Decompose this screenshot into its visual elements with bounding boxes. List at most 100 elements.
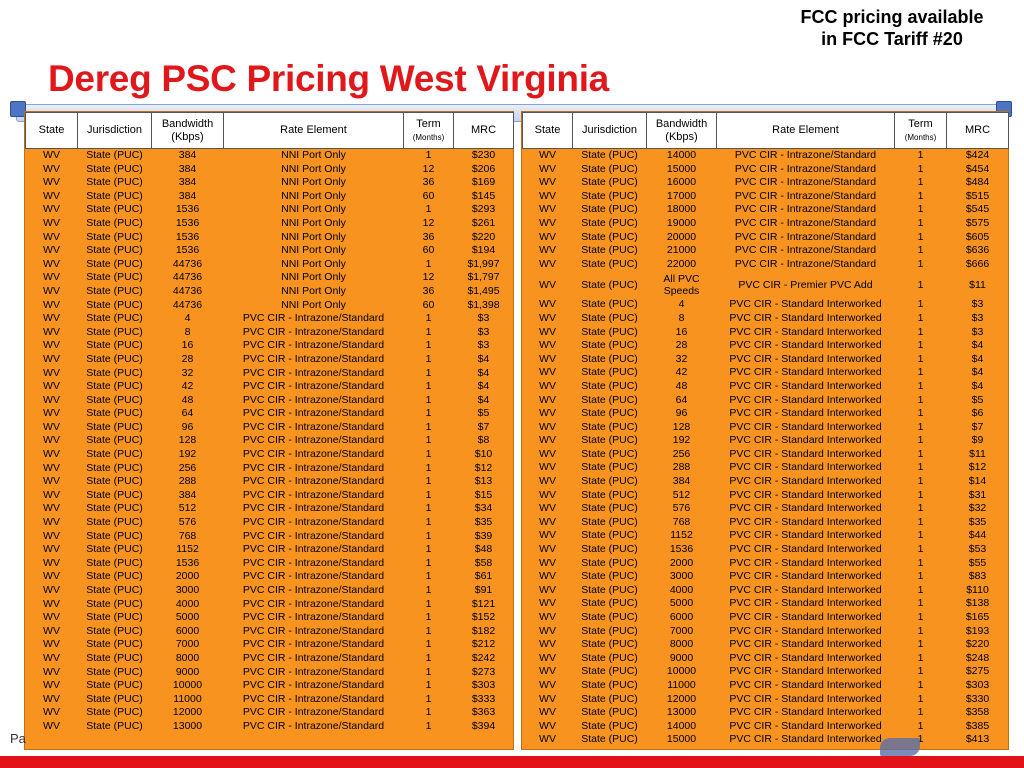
cell-mrc: $7	[477, 420, 490, 433]
table-row: WV State (PUC) 576 PVC CIR - Standard Inter…	[523, 502, 1009, 516]
cell-term: 1	[425, 448, 432, 461]
cell-mrc: $303	[965, 678, 990, 691]
cell-term: 1	[425, 312, 432, 325]
cell-term: 1	[917, 488, 924, 501]
cell-jurisdiction: State (PUC)	[581, 420, 638, 433]
cell-mrc: $4	[477, 366, 490, 379]
cell-term: 1	[425, 502, 432, 515]
cell-term: 1	[917, 529, 924, 542]
cell-rate-element: PVC CIR - Intrazone/Standard	[734, 216, 877, 229]
cell-jurisdiction: State (PUC)	[581, 502, 638, 515]
cell-rate-element: PVC CIR - Intrazone/Standard	[734, 230, 877, 243]
table-row: WV State (PUC) 9000 PVC CIR - Standard Inte…	[523, 652, 1009, 666]
table-row: WV State (PUC) 11000 PVC CIR - Standard Int…	[523, 679, 1009, 693]
fcc-tariff-note: FCC pricing available in FCC Tariff #20	[782, 6, 1002, 50]
table-row: WV State (PUC) 384 PVC CIR - Standard Inter…	[523, 475, 1009, 489]
cell-jurisdiction: State (PUC)	[86, 475, 143, 488]
cell-bandwidth: 768	[672, 515, 691, 528]
cell-mrc: $53	[968, 543, 987, 556]
cell-state: WV	[43, 719, 60, 732]
cell-mrc: $12	[474, 461, 493, 474]
page-title: Dereg PSC Pricing West Virginia	[48, 58, 609, 99]
cell-jurisdiction: State (PUC)	[86, 380, 143, 393]
table-row: WV State (PUC) 384 NNI Port Only 60 $145	[26, 190, 514, 204]
cell-rate-element: PVC CIR - Intrazone/Standard	[242, 339, 385, 352]
cell-term: 36	[422, 284, 435, 297]
cell-rate-element: PVC CIR - Standard Interworked	[729, 339, 882, 352]
cell-mrc: $32	[968, 502, 987, 515]
cell-mrc: $11	[969, 278, 986, 291]
cell-rate-element: PVC CIR - Intrazone/Standard	[734, 244, 877, 257]
cell-bandwidth: 42	[181, 380, 194, 393]
cell-bandwidth: 44736	[172, 284, 203, 297]
table-row: WV State (PUC) 1536 NNI Port Only 1 $293	[26, 203, 514, 217]
table-row: WV State (PUC) 6000 PVC CIR - Standard Inte…	[523, 611, 1009, 625]
cell-bandwidth: 19000	[666, 216, 697, 229]
cell-bandwidth: 128	[178, 434, 197, 447]
cell-term: 1	[425, 584, 432, 596]
col-term: Term (Months)	[403, 112, 454, 149]
table-row: WV State (PUC) 8 PVC CIR - Intrazone/Standa…	[26, 326, 514, 340]
cell-mrc: $12	[968, 461, 987, 474]
cell-jurisdiction: State (PUC)	[581, 733, 638, 746]
cell-state: WV	[43, 529, 60, 542]
table-row: WV State (PUC) 32 PVC CIR - Standard Interw…	[523, 353, 1009, 367]
cell-rate-element: NNI Port Only	[281, 244, 346, 257]
cell-state: WV	[539, 216, 556, 229]
cell-bandwidth: 288	[672, 461, 691, 474]
table-row: WV State (PUC) 21000 PVC CIR - Intrazone/St…	[523, 244, 1009, 258]
cell-term: 1	[425, 366, 432, 379]
cell-mrc: $15	[474, 488, 493, 501]
cell-state: WV	[43, 230, 60, 243]
cell-state: WV	[43, 543, 60, 556]
table-row: WV State (PUC) 256 PVC CIR - Intrazone/Stan…	[26, 462, 514, 476]
cell-jurisdiction: State (PUC)	[581, 230, 638, 243]
cell-rate-element: PVC CIR - Intrazone/Standard	[242, 706, 385, 719]
cell-state: WV	[43, 651, 60, 664]
cell-rate-element: PVC CIR - Standard Interworked	[729, 651, 882, 664]
cell-rate-element: NNI Port Only	[281, 257, 346, 270]
cell-rate-element: PVC CIR - Intrazone/Standard	[242, 434, 385, 447]
cell-term: 1	[917, 638, 924, 651]
cell-bandwidth: 15000	[666, 733, 697, 746]
cell-bandwidth: 32	[181, 366, 194, 379]
cell-rate-element: PVC CIR - Intrazone/Standard	[242, 380, 385, 393]
cell-state: WV	[43, 244, 60, 257]
cell-state: WV	[43, 624, 60, 637]
cell-mrc: $4	[477, 352, 490, 365]
table-row: WV State (PUC) 4000 PVC CIR - Standard Inte…	[523, 584, 1009, 598]
cell-bandwidth: All PVC Speeds	[663, 272, 700, 297]
cell-state: WV	[539, 597, 556, 610]
cell-term: 1	[917, 339, 924, 352]
cell-term: 1	[917, 651, 924, 664]
cell-rate-element: PVC CIR - Premier PVC Add	[738, 278, 873, 291]
cell-jurisdiction: State (PUC)	[581, 665, 638, 678]
cell-mrc: $484	[965, 176, 990, 189]
cell-jurisdiction: State (PUC)	[86, 393, 143, 406]
cell-jurisdiction: State (PUC)	[86, 529, 143, 542]
cell-jurisdiction: State (PUC)	[86, 366, 143, 379]
cell-rate-element: PVC CIR - Intrazone/Standard	[734, 162, 877, 175]
table-row: WV State (PUC) 13000 PVC CIR - Intrazone/St…	[26, 720, 514, 734]
table-row: WV State (PUC) All PVC Speeds PVC CIR - Pre…	[523, 271, 1009, 298]
cell-jurisdiction: State (PUC)	[86, 203, 143, 216]
cell-jurisdiction: State (PUC)	[86, 420, 143, 433]
cell-jurisdiction: State (PUC)	[581, 176, 638, 189]
cell-rate-element: PVC CIR - Intrazone/Standard	[242, 393, 385, 406]
cell-rate-element: PVC CIR - Intrazone/Standard	[734, 176, 877, 189]
cell-jurisdiction: State (PUC)	[86, 434, 143, 447]
cell-state: WV	[539, 611, 556, 623]
cell-jurisdiction: State (PUC)	[86, 719, 143, 732]
cell-state: WV	[43, 203, 60, 216]
cell-state: WV	[539, 651, 556, 664]
cell-rate-element: PVC CIR - Intrazone/Standard	[242, 516, 385, 529]
cell-bandwidth: 11000	[173, 692, 202, 705]
cell-jurisdiction: State (PUC)	[581, 692, 638, 705]
cell-term: 1	[917, 434, 924, 447]
cell-mrc: $138	[965, 597, 990, 610]
col-bandwidth: Bandwidth (Kbps)	[151, 112, 224, 149]
table-row: WV State (PUC) 15000 PVC CIR - Standard Int…	[523, 733, 1009, 747]
cell-bandwidth: 576	[178, 516, 197, 529]
cell-jurisdiction: State (PUC)	[581, 447, 638, 460]
cell-bandwidth: 17000	[666, 189, 697, 202]
